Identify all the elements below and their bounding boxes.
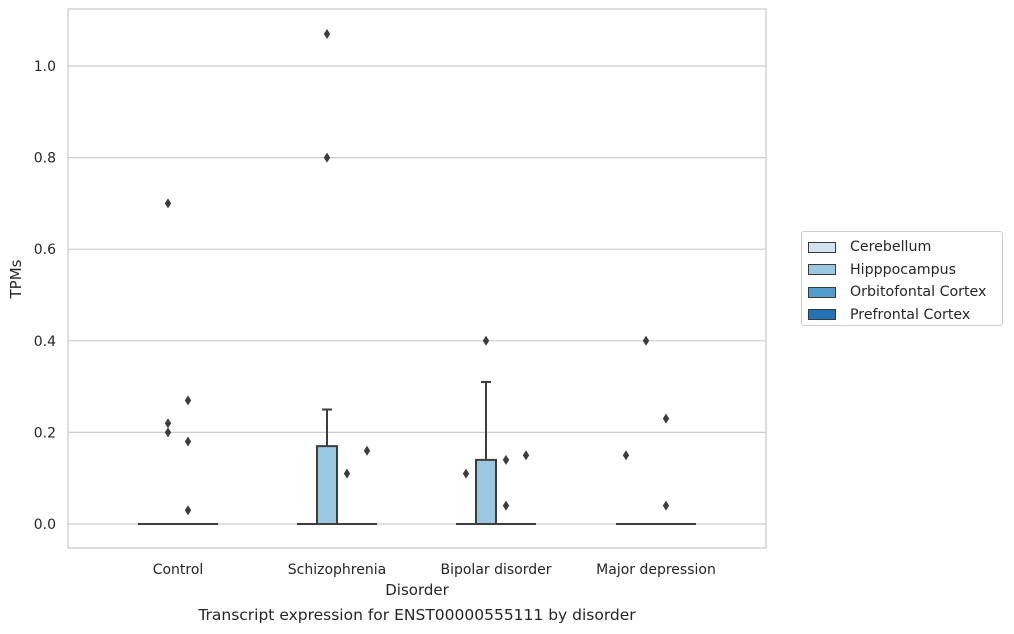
box-prefrontal-cortex [357,445,377,525]
outlier-point [502,500,510,511]
y-tick-label: 0.2 [34,425,56,441]
legend: Cerebellum Hipppocampus Orbitofontal Cor… [801,231,1003,326]
x-tick-label: Schizophrenia [288,562,386,578]
box-hipppocampus [158,198,178,525]
box-body [316,445,338,526]
box-layer [138,28,696,526]
legend-label: Hipppocampus [850,261,957,278]
outlier-point [502,454,510,465]
outlier-point [482,335,490,346]
legend-item: Hipppocampus [808,259,1002,282]
box-hipppocampus [636,335,656,525]
y-tick-labels: 0.0 0.2 0.4 0.6 0.8 1.0 [34,59,56,533]
box-prefrontal-cortex [516,450,536,525]
legend-swatch-hippocampus [808,264,836,276]
outlier-point [662,413,670,424]
outlier-point [323,152,331,163]
box-orbitofontal-cortex [337,468,357,525]
outlier-point [184,505,192,516]
outlier-point [622,450,630,461]
outlier-point [184,436,192,447]
chart-caption: Transcript expression for ENST0000055511… [198,606,636,624]
legend-item: Cerebellum [808,236,1002,259]
x-tick-label: Bipolar disorder [440,562,551,578]
box-body [475,458,497,526]
outlier-point [642,335,650,346]
box-orbitofontal-cortex [656,413,676,525]
box-cerebellum [456,468,476,525]
outlier-point [164,427,172,438]
plot-frame [67,8,767,549]
y-tick-label: 0.6 [34,242,56,258]
outlier-point [184,395,192,406]
legend-item: Orbitofontal Cortex [808,281,1002,304]
legend-label: Orbitofontal Cortex [850,284,987,301]
outlier-point [462,468,470,479]
legend-label: Cerebellum [850,239,932,256]
legend-swatch-prefrontal [808,309,836,321]
outlier-point [662,500,670,511]
y-tick-label: 1.0 [34,59,56,75]
y-tick-label: 0.4 [34,334,56,350]
legend-label: Prefrontal Cortex [850,306,971,323]
outlier-point [522,450,530,461]
legend-swatch-orbitofrontal [808,286,836,298]
y-tick-label: 0.0 [34,517,56,533]
x-tick-labels: Control Schizophrenia Bipolar disorder Majo… [153,562,716,578]
box-cerebellum [616,450,636,525]
box-orbitofontal-cortex [496,454,516,525]
x-axis-label: Disorder [385,581,449,599]
x-tick-label: Control [153,562,204,578]
outlier-point [164,198,172,209]
legend-swatch-cerebellum [808,241,836,253]
box-hipppocampus [475,335,497,526]
outlier-point [323,28,331,39]
outlier-point [343,468,351,479]
gridlines [68,65,766,525]
y-tick-label: 0.8 [34,151,56,167]
x-tick-label: Major depression [596,562,716,578]
outlier-point [363,445,371,456]
box-orbitofontal-cortex [178,395,198,525]
legend-item: Prefrontal Cortex [808,304,1002,327]
y-axis-label: TPMs [7,259,25,299]
box-hipppocampus [316,28,338,526]
outlier-point [164,418,172,429]
